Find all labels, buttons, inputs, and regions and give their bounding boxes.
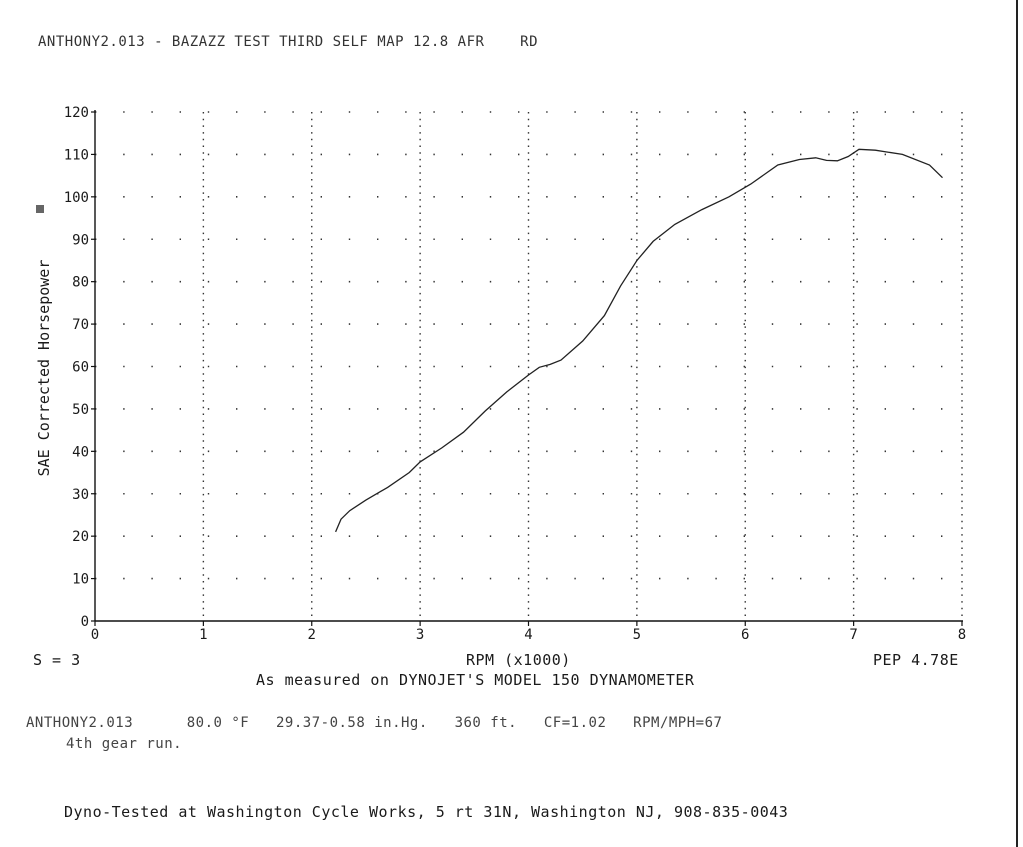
x-tick-label: 6 [741,627,749,643]
x-tick-label: 0 [91,627,99,643]
y-tick-label: 60 [72,360,89,376]
y-tick-label: 70 [72,317,89,333]
axes-layer [91,110,963,626]
horsepower-curve [335,148,943,533]
x-tick-label: 4 [524,627,532,643]
x-tick-label: 7 [849,627,857,643]
x-tick-label: 8 [958,627,966,643]
measurement-note: As measured on DYNOJET'S MODEL 150 DYNAM… [256,671,695,689]
footer-text: Dyno-Tested at Washington Cycle Works, 5… [64,803,789,821]
legend-marker-icon [36,205,44,213]
horsepower-chart: 0 10 20 30 40 50 60 70 80 90 100 110 120 0 1 2 3 4 5 6 7 8 S… [35,105,966,643]
y-tick-label: 30 [72,487,89,503]
y-tick-label: 10 [72,572,89,588]
y-axis-label: SAE Corrected Horsepower [35,260,53,477]
chart-title: ANTHONY2.013 - BAZAZZ TEST THIRD SELF MA… [38,34,539,50]
peak-label: PEP 4.78E [873,651,959,669]
y-tick-label: 20 [72,529,89,545]
gear-note: 4th gear run. [66,736,183,752]
y-tick-label: 50 [72,402,89,418]
y-tick-label: 0 [81,614,89,630]
y-tick-labels: 0 10 20 30 40 50 60 70 80 90 100 110 120 [64,105,89,630]
y-tick-label: 100 [64,190,89,206]
y-tick-label: 110 [64,147,89,163]
smoothing-label: S = 3 [33,651,81,669]
x-tick-label: 3 [416,627,424,643]
x-tick-labels: 0 1 2 3 4 5 6 7 8 [91,627,966,643]
y-tick-label: 90 [72,232,89,248]
page-edge-divider [1016,0,1018,847]
x-tick-label: 1 [199,627,207,643]
y-tick-label: 120 [64,105,89,121]
x-tick-label: 2 [308,627,316,643]
run-conditions: ANTHONY2.013 80.0 °F 29.37-0.58 in.Hg. 3… [26,715,723,731]
y-tick-label: 40 [72,444,89,460]
x-axis-label: RPM (x1000) [466,651,571,669]
x-tick-label: 5 [633,627,641,643]
grid-layer [95,111,963,621]
y-tick-label: 80 [72,275,89,291]
